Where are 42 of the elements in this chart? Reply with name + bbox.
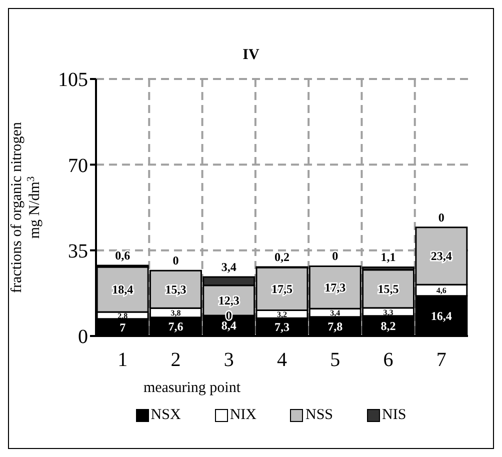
- x-tick-label: 4: [277, 349, 287, 372]
- x-tick-label: 5: [330, 349, 340, 372]
- data-label: 0,2: [274, 250, 290, 264]
- data-label: 1,1: [380, 250, 396, 264]
- x-tick-label: 1: [118, 349, 128, 372]
- y-tick-label: 35: [68, 240, 88, 262]
- data-label: 3,4: [330, 308, 340, 318]
- y-tick-label: 0: [78, 326, 88, 348]
- data-label: 17,5: [272, 282, 292, 296]
- y-tick-label: 105: [58, 69, 88, 92]
- data-label: 0,6: [115, 248, 130, 263]
- data-label: 15,5: [378, 282, 399, 296]
- x-tick-label: 6: [383, 349, 394, 372]
- data-label: 12,3: [218, 293, 240, 308]
- data-label: 15,3: [165, 282, 186, 296]
- data-label: 3,8: [170, 308, 181, 318]
- data-label: 0: [172, 254, 179, 268]
- data-label: 7: [120, 320, 126, 334]
- data-label: 8,2: [380, 318, 396, 333]
- data-label: 0: [332, 249, 338, 264]
- data-label: 17,3: [324, 280, 346, 294]
- data-label: 0: [438, 210, 444, 224]
- x-tick-label: 7: [436, 349, 446, 372]
- data-label: 3,3: [383, 308, 394, 317]
- data-label: 7,6: [168, 320, 184, 334]
- x-axis-title: measuring point: [143, 380, 242, 396]
- data-label: 3,2: [277, 310, 287, 320]
- legend-label: NSX: [150, 407, 181, 424]
- data-label: 16,4: [430, 308, 452, 323]
- chart-title: IV: [242, 47, 260, 65]
- data-label: 18,4: [112, 282, 134, 296]
- data-label: 7,3: [274, 320, 290, 334]
- x-tick-label: 3: [224, 349, 234, 372]
- legend-label: NSS: [305, 407, 334, 424]
- y-tick-label: 70: [68, 154, 88, 177]
- data-label: 23,4: [430, 248, 452, 263]
- data-label: 4,6: [436, 286, 446, 296]
- legend-label: NIS: [382, 407, 406, 424]
- data-label: 3,4: [221, 260, 236, 274]
- x-tick-label: 2: [170, 349, 181, 372]
- legend-label: NIX: [230, 407, 256, 424]
- data-label: 7,8: [328, 319, 343, 334]
